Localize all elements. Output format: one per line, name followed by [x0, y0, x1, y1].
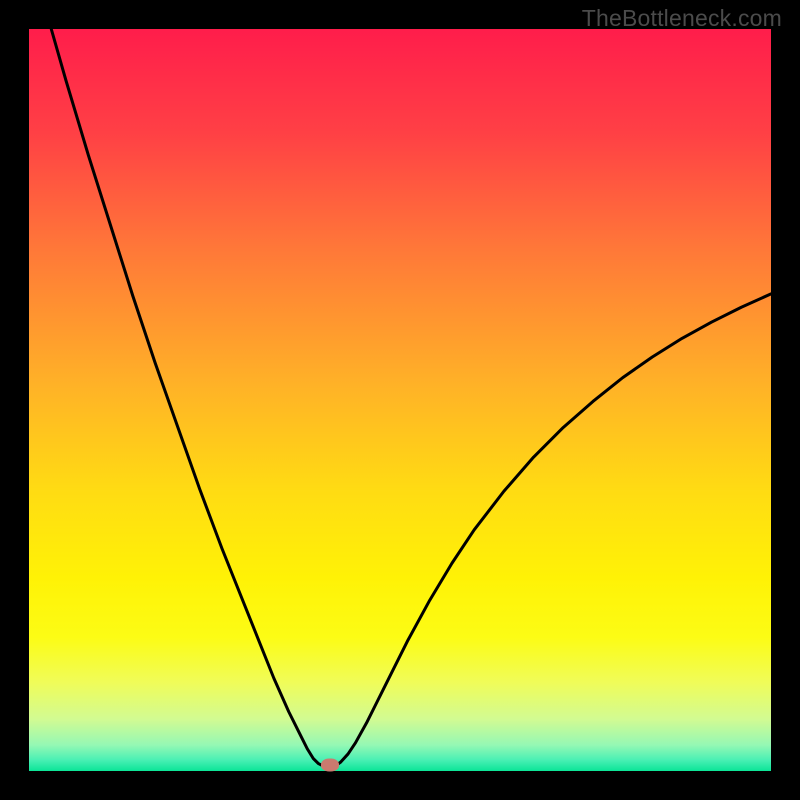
- minimum-marker: [321, 759, 339, 772]
- chart-plot-area: [29, 29, 771, 771]
- watermark-text: TheBottleneck.com: [582, 5, 782, 32]
- bottleneck-chart: TheBottleneck.com: [0, 0, 800, 800]
